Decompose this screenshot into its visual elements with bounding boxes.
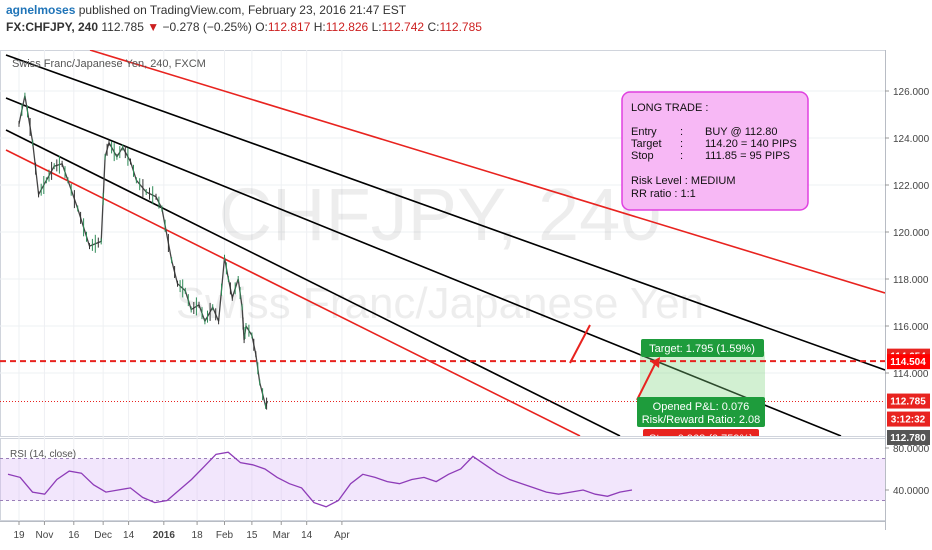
price-tag-label: 112.785: [890, 397, 926, 408]
price-tag-box: [887, 354, 930, 370]
rsi-band: [0, 458, 885, 501]
price-tick-label: 126.000: [893, 87, 930, 98]
open-label: O:: [255, 20, 268, 34]
stop-label-box[interactable]: [643, 429, 759, 447]
time-tick-label: Mar: [273, 530, 291, 541]
candles: [18, 92, 268, 410]
low-label: L:: [371, 20, 382, 34]
time-tick-label: 18: [192, 530, 204, 541]
price-tag-label: 114.504: [890, 357, 926, 368]
rsi-pane[interactable]: [0, 438, 886, 521]
price-tick-label: 120.000: [893, 228, 930, 239]
close-value: 112.785: [439, 20, 482, 34]
note-row-value: 114.20 = 140 PIPS: [705, 138, 797, 150]
target-label: Target: 1.795 (1.59%): [649, 343, 755, 355]
rsi-title: RSI (14, close): [10, 449, 76, 460]
publisher-line: agnelmoses published on TradingView.com,…: [6, 3, 406, 17]
stop-label: Stop: 0.968 (0.759%): [649, 433, 753, 445]
price-axis[interactable]: 126.000 124.000 122.000 120.000 118.000 116.0…: [885, 87, 930, 380]
time-tick-label: 19: [13, 530, 25, 541]
open-value: 112.817: [267, 20, 311, 34]
target-zone[interactable]: [640, 351, 765, 402]
price-tick-label: 122.000: [893, 181, 930, 192]
down-arrow-icon: ▼: [147, 20, 160, 34]
channel-line-red[interactable]: [5, 149, 581, 436]
channel-line-black[interactable]: [5, 54, 885, 371]
note-title: LONG TRADE :: [631, 102, 708, 114]
price-tick-label: 116.000: [893, 322, 929, 333]
projection-arrow[interactable]: [636, 361, 657, 401]
pnl-label-box[interactable]: [637, 397, 765, 427]
price-tag-label: 3:12:32: [891, 415, 926, 426]
note-row-sep: :: [680, 138, 683, 150]
time-axis[interactable]: 19 Nov 16 Dec 14 2016 18 Feb 15 Mar 14 Apr: [13, 521, 350, 541]
price-change: −0.278 (−0.25%): [162, 20, 252, 34]
high-label: H:: [313, 20, 326, 34]
note-rr: RR ratio : 1:1: [631, 188, 696, 200]
note-row-value: BUY @ 112.80: [705, 126, 778, 138]
ohlc-line: FX:CHFJPY, 240 112.785 ▼ −0.278 (−0.25%)…: [6, 20, 482, 34]
price-tag-box: [887, 411, 930, 427]
time-tick-label: Dec: [94, 530, 112, 541]
price-tick-label: 114.000: [893, 369, 929, 380]
note-row-value: 111.85 = 95 PIPS: [705, 150, 790, 162]
note-row-key: Stop: [631, 150, 654, 162]
note-row-key: Target: [631, 138, 662, 150]
price-tick-label: 118.000: [893, 275, 929, 286]
note-rows: Entry: BUY @ 112.80 Target: 114.20 = 140 PI…: [631, 126, 797, 162]
note-row-sep: :: [680, 126, 683, 138]
time-tick-label: 15: [246, 530, 258, 541]
price-tag-box: [887, 430, 930, 445]
time-tick-label: Feb: [216, 530, 234, 541]
symbol-label[interactable]: FX:CHFJPY, 240: [6, 20, 99, 34]
watermark-name: Swiss Franc/Japanese Yen: [176, 279, 704, 328]
target-label-box[interactable]: [641, 339, 764, 357]
channel-line-black[interactable]: [5, 129, 621, 436]
price-tick-label: 124.000: [893, 134, 930, 145]
note-risk: Risk Level : MEDIUM: [631, 175, 736, 187]
low-value: 112.742: [381, 20, 425, 34]
last-price: 112.785: [101, 20, 144, 34]
close-label: C:: [427, 20, 440, 34]
rsi-tick-label: 80.0000: [893, 444, 930, 455]
published-text: published on TradingView.com, February 2…: [78, 3, 407, 17]
note-row-sep: :: [680, 150, 683, 162]
note-row-key: Entry: [631, 126, 657, 138]
trade-note-box[interactable]: [621, 91, 809, 211]
author-link[interactable]: agnelmoses: [6, 3, 76, 17]
rsi-axis: 80.0000 40.0000: [885, 444, 930, 497]
time-tick-label: 16: [68, 530, 80, 541]
time-tick-label: 14: [123, 530, 135, 541]
pattern-stroke[interactable]: [569, 324, 591, 364]
time-tick-label: 2016: [153, 530, 176, 541]
rr-label: Risk/Reward Ratio: 2.08: [642, 414, 761, 426]
time-tick-label: 14: [301, 530, 313, 541]
gridlines: [0, 50, 885, 521]
rsi-line: [7, 451, 633, 508]
high-value: 112.826: [325, 20, 369, 34]
channel-line-black[interactable]: [5, 97, 842, 436]
price-tag-box: [887, 393, 930, 409]
channel-line-red[interactable]: [89, 50, 885, 294]
chart-title: Swiss Franc/Japanese Yen, 240, FXCM: [12, 58, 206, 70]
time-tick-label: Apr: [334, 530, 350, 541]
price-tag-label: 112.780: [890, 433, 926, 444]
channel-lines[interactable]: [5, 50, 885, 436]
arrow-head-icon: [651, 357, 660, 368]
watermark-symbol: CHFJPY, 240: [219, 173, 662, 256]
time-tick-label: Nov: [36, 530, 54, 541]
rsi-tick-label: 40.0000: [893, 486, 930, 497]
pnl-label: Opened P&L: 0.076: [653, 401, 750, 413]
